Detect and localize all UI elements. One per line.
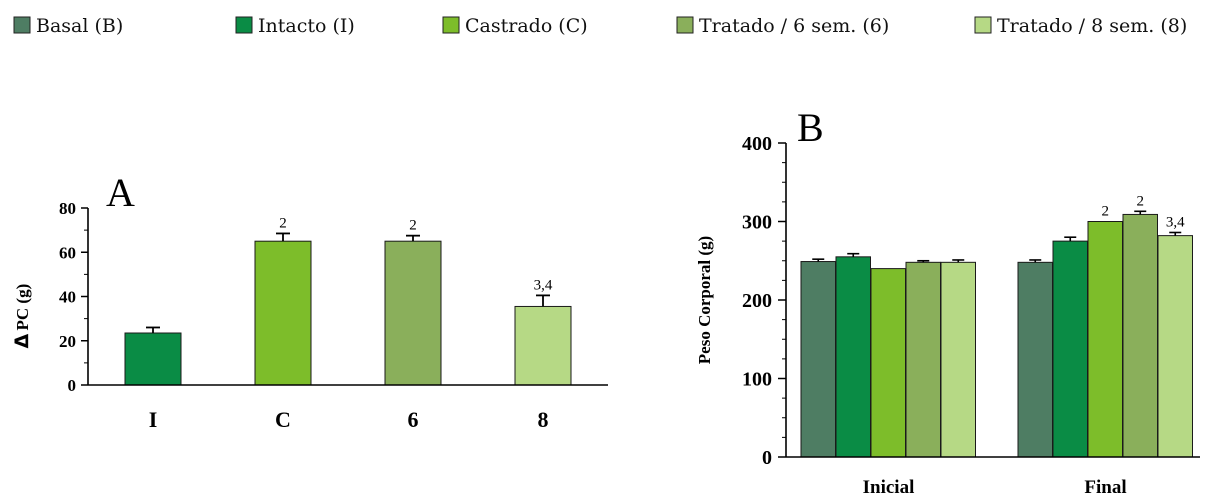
x-category-label: C xyxy=(275,407,291,432)
x-category-label: I xyxy=(149,407,158,432)
bar xyxy=(124,332,182,386)
legend: Basal (B) Intacto (I) Castrado (C) Tratado … xyxy=(13,15,1187,37)
significance-label: 3,4 xyxy=(534,277,553,293)
legend-swatch xyxy=(442,16,460,34)
legend-label: Tratado / 8 sem. (8) xyxy=(997,15,1187,37)
y-tick-label: 100 xyxy=(742,369,772,391)
legend-swatch xyxy=(974,16,992,34)
y-tick-label: 400 xyxy=(742,133,772,155)
bar xyxy=(1052,240,1088,458)
y-tick-label: 60 xyxy=(59,243,76,262)
y-tick-label: 0 xyxy=(762,447,772,469)
bar xyxy=(870,268,906,458)
bar xyxy=(384,240,442,386)
x-category-label: Inicial xyxy=(863,477,915,496)
y-axis-title: PC (g) xyxy=(13,284,32,331)
bar xyxy=(940,261,976,458)
legend-label: Tratado / 6 sem. (6) xyxy=(699,15,889,37)
legend-label: Intacto (I) xyxy=(258,15,355,37)
significance-label: 3,4 xyxy=(1166,214,1185,230)
significance-label: 2 xyxy=(1102,204,1110,220)
legend-label: Castrado (C) xyxy=(465,15,588,37)
bar xyxy=(1122,213,1158,458)
panel-letter: A xyxy=(106,170,135,215)
legend-swatch xyxy=(676,16,694,34)
legend-label: Basal (B) xyxy=(36,15,123,37)
bar xyxy=(905,261,941,458)
significance-label: 2 xyxy=(409,218,417,234)
x-category-label: 6 xyxy=(408,407,419,432)
panel-a-chart: A 0 20 40 60 80 Δ PC (g) I 2 C 2 6 3,4 8 xyxy=(11,170,608,432)
significance-label: 2 xyxy=(1137,193,1145,209)
y-axis-title: Peso Corporal (g) xyxy=(695,236,714,364)
panel-letter: B xyxy=(797,105,824,150)
bar xyxy=(1157,235,1193,458)
bar xyxy=(835,256,871,458)
y-axis-label: Peso Corporal (g) xyxy=(695,236,714,364)
x-category-label: Final xyxy=(1084,477,1126,496)
y-tick-label: 0 xyxy=(68,376,77,395)
legend-swatch xyxy=(13,16,31,34)
y-tick-label: 200 xyxy=(742,290,772,312)
significance-label: 2 xyxy=(279,215,287,231)
y-axis-label: Δ PC (g) xyxy=(11,284,33,349)
bar xyxy=(514,305,572,386)
legend-swatch xyxy=(235,16,253,34)
y-axis-symbol: Δ xyxy=(11,334,33,349)
y-tick-label: 300 xyxy=(742,212,772,234)
bar xyxy=(800,261,836,458)
panel-b-chart: B 0 100 200 300 400 Peso Corporal (g) Inicial 2 2… xyxy=(695,105,1200,496)
y-tick-label: 80 xyxy=(59,199,76,218)
bar xyxy=(254,240,312,386)
bar xyxy=(1017,261,1053,458)
x-category-label: 8 xyxy=(538,407,549,432)
bar xyxy=(1087,221,1123,458)
y-tick-label: 20 xyxy=(59,332,76,351)
y-tick-label: 40 xyxy=(59,288,76,307)
